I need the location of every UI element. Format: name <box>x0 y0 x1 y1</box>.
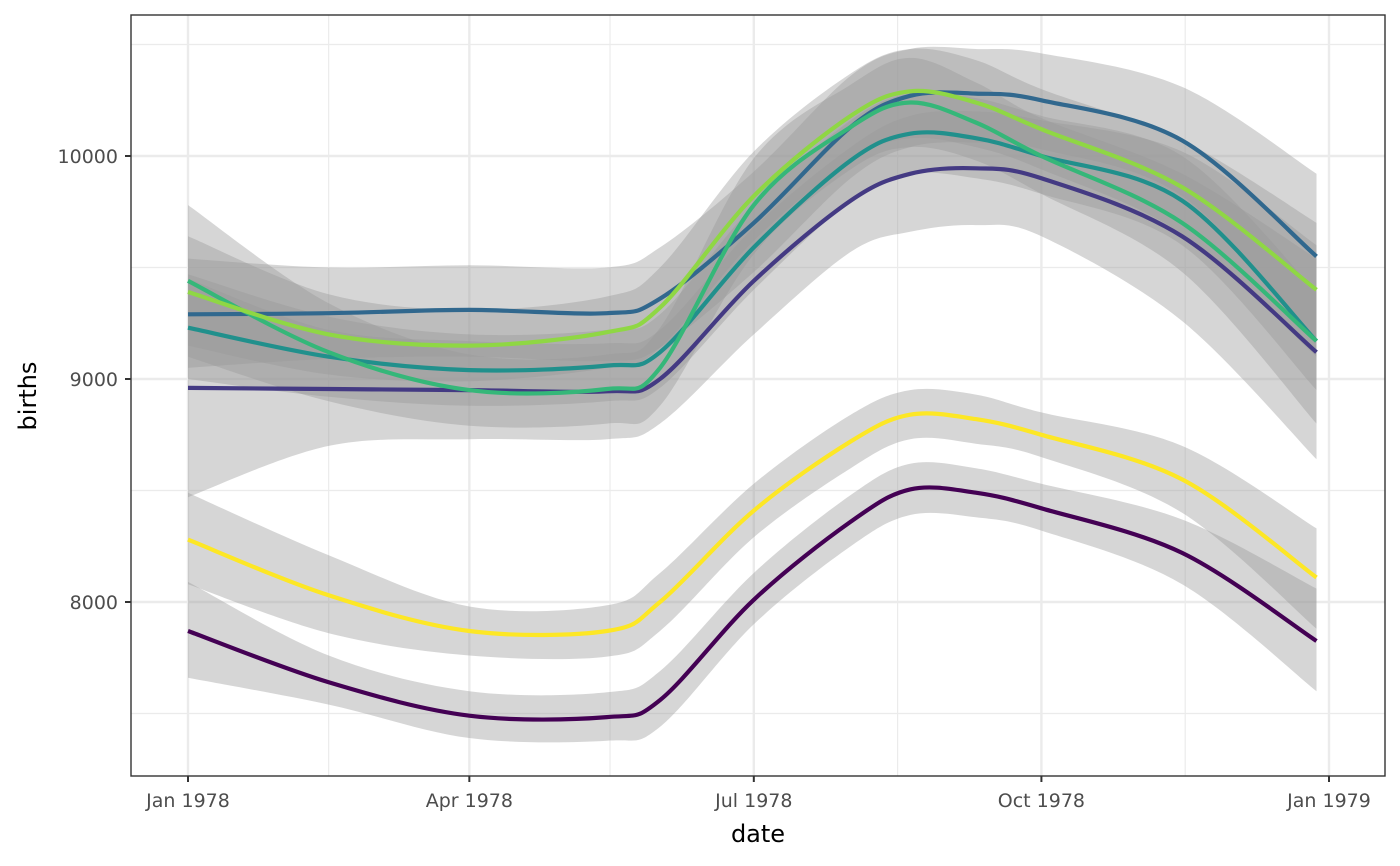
line-series-3 <box>187 90 1318 317</box>
y-tick-label: 9000 <box>70 369 118 391</box>
y-tick-label: 10000 <box>58 146 118 168</box>
confidence-ribbon-series-2 <box>188 110 1317 498</box>
confidence-ribbon-series-6 <box>188 48 1317 382</box>
plot-panel-border <box>130 14 1386 777</box>
line-series-6 <box>187 88 1318 348</box>
y-axis-title: births <box>14 362 42 431</box>
y-axis: 8000 9000 10000 <box>58 146 131 614</box>
line-series-5 <box>187 100 1318 396</box>
lines <box>187 88 1319 722</box>
x-tick-label: Oct 1978 <box>998 790 1085 812</box>
y-tick-label: 8000 <box>70 592 118 614</box>
confidence-ribbon-series-7 <box>188 388 1317 660</box>
x-tick-label: Jan 1979 <box>1286 790 1371 812</box>
x-tick-label: Apr 1978 <box>426 790 513 812</box>
line-series-7 <box>187 411 1318 638</box>
x-axis: Jan 1978 Apr 1978 Jul 1978 Oct 1978 Jan 1979 <box>145 776 1371 812</box>
line-series-2 <box>187 165 1318 395</box>
x-tick-label: Jul 1978 <box>714 790 792 812</box>
x-tick-label: Jan 1978 <box>145 790 230 812</box>
line-series-1 <box>187 485 1318 722</box>
line-series-4 <box>187 130 1319 373</box>
plot-background <box>131 15 1385 776</box>
x-axis-title: date <box>731 820 785 848</box>
grid-major <box>131 15 1385 776</box>
